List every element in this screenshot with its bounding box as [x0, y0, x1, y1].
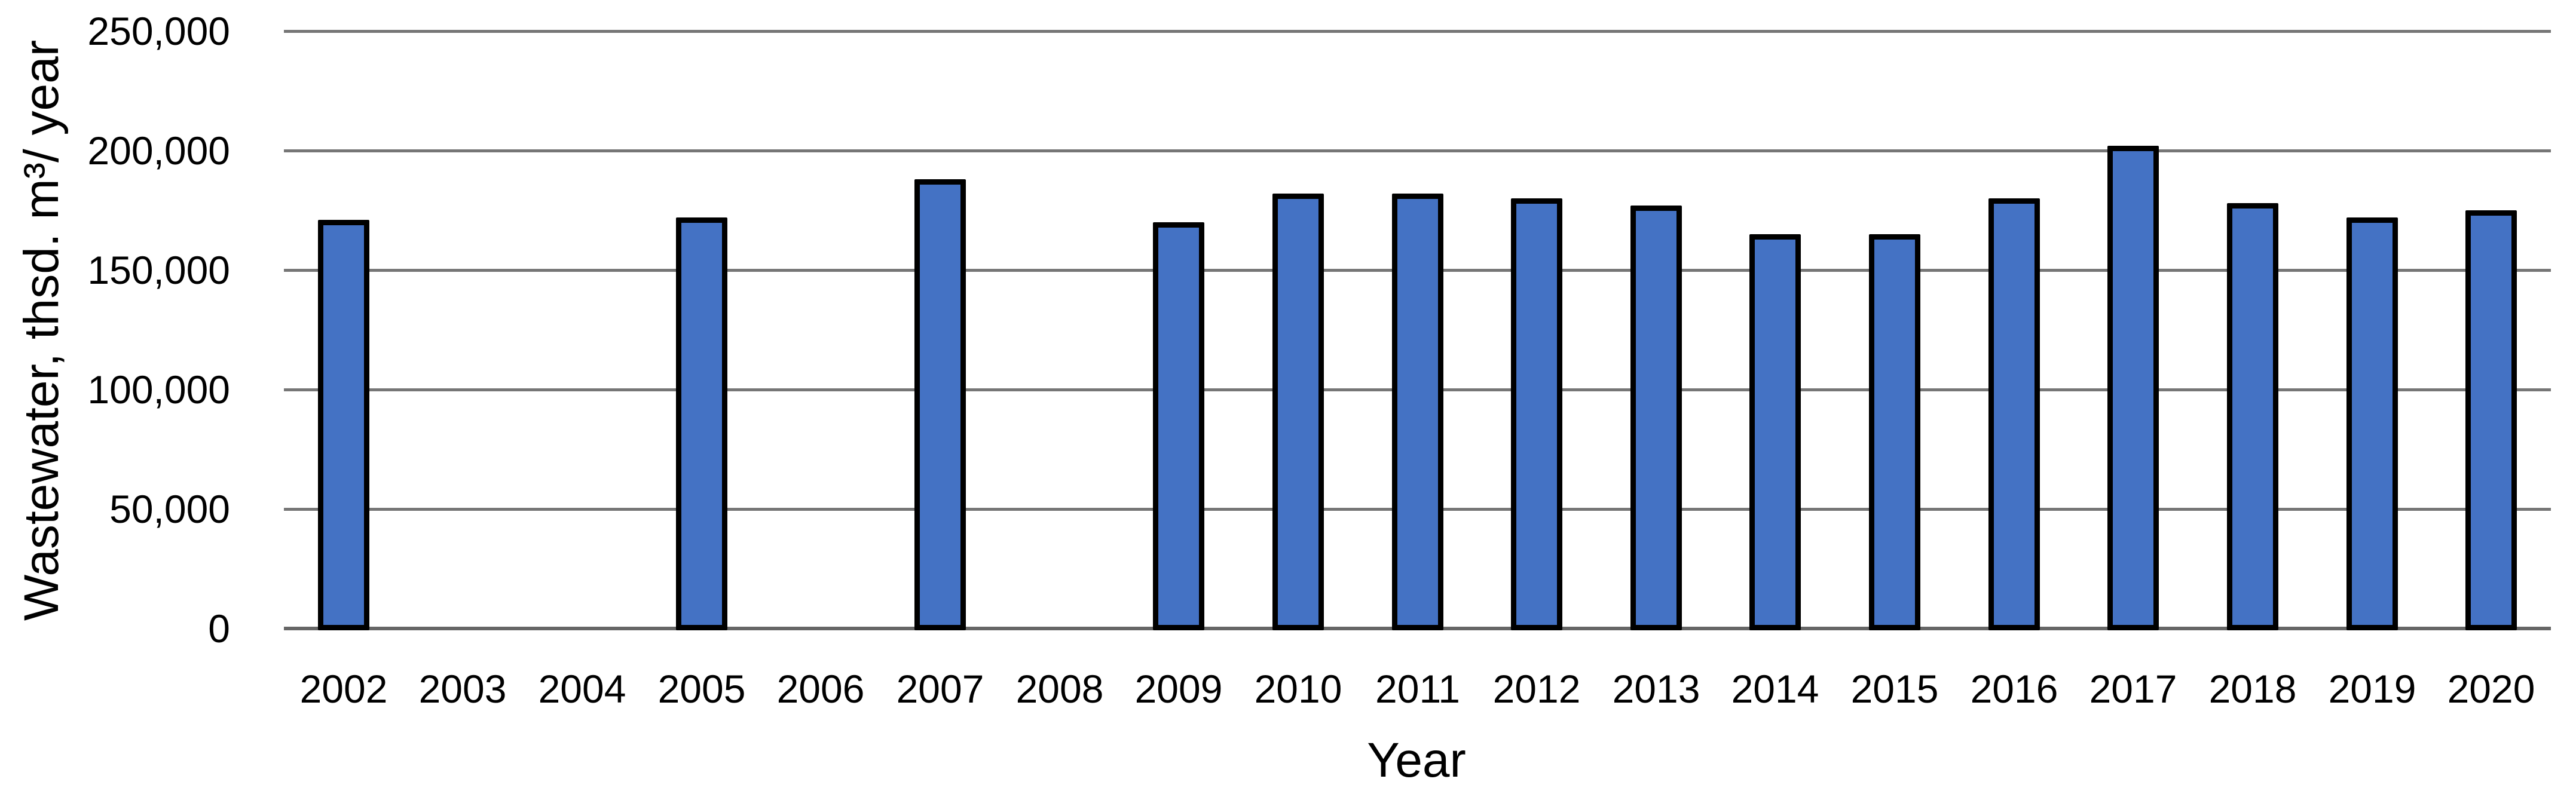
x-tick-label: 2002 [299, 667, 388, 711]
bar-2014 [1749, 234, 1801, 630]
bar-2013 [1630, 206, 1682, 630]
gridline [284, 30, 2551, 33]
bar-2009 [1153, 222, 1204, 630]
bar-2005 [676, 217, 727, 630]
gridline [284, 149, 2551, 152]
x-tick-label: 2003 [418, 667, 507, 711]
bar-2016 [1988, 198, 2040, 630]
x-tick-label: 2019 [2328, 667, 2416, 711]
y-tick-label: 250,000 [87, 9, 230, 53]
bar-2017 [2107, 146, 2159, 630]
x-tick-label: 2013 [1612, 667, 1700, 711]
bar-2010 [1272, 194, 1324, 630]
x-tick-label: 2016 [1970, 667, 2058, 711]
y-tick-label: 100,000 [87, 367, 230, 412]
x-tick-label: 2006 [776, 667, 865, 711]
bar-2007 [914, 179, 966, 630]
x-tick-label: 2020 [2447, 667, 2535, 711]
bar-2011 [1392, 194, 1443, 630]
y-tick-label: 50,000 [109, 487, 230, 531]
x-tick-label: 2009 [1134, 667, 1223, 711]
x-tick-label: 2014 [1731, 667, 1819, 711]
bar-2012 [1511, 198, 1562, 630]
x-tick-label: 2012 [1492, 667, 1581, 711]
bar-2015 [1869, 234, 1920, 630]
y-tick-label: 150,000 [87, 248, 230, 292]
y-tick-label: 200,000 [87, 128, 230, 173]
bar-2020 [2465, 210, 2517, 630]
x-tick-label: 2018 [2208, 667, 2297, 711]
x-tick-label: 2015 [1850, 667, 1939, 711]
bar-2002 [318, 220, 369, 630]
bar-2018 [2227, 203, 2278, 630]
bar-2019 [2346, 217, 2398, 630]
x-tick-label: 2005 [657, 667, 746, 711]
x-tick-label: 2004 [538, 667, 626, 711]
x-tick-label: 2010 [1254, 667, 1342, 711]
x-tick-label: 2008 [1015, 667, 1104, 711]
x-tick-label: 2017 [2089, 667, 2177, 711]
x-tick-label: 2007 [896, 667, 984, 711]
x-axis-title: Year [1367, 733, 1466, 787]
y-tick-label: 0 [208, 606, 230, 651]
x-tick-label: 2011 [1375, 667, 1460, 711]
